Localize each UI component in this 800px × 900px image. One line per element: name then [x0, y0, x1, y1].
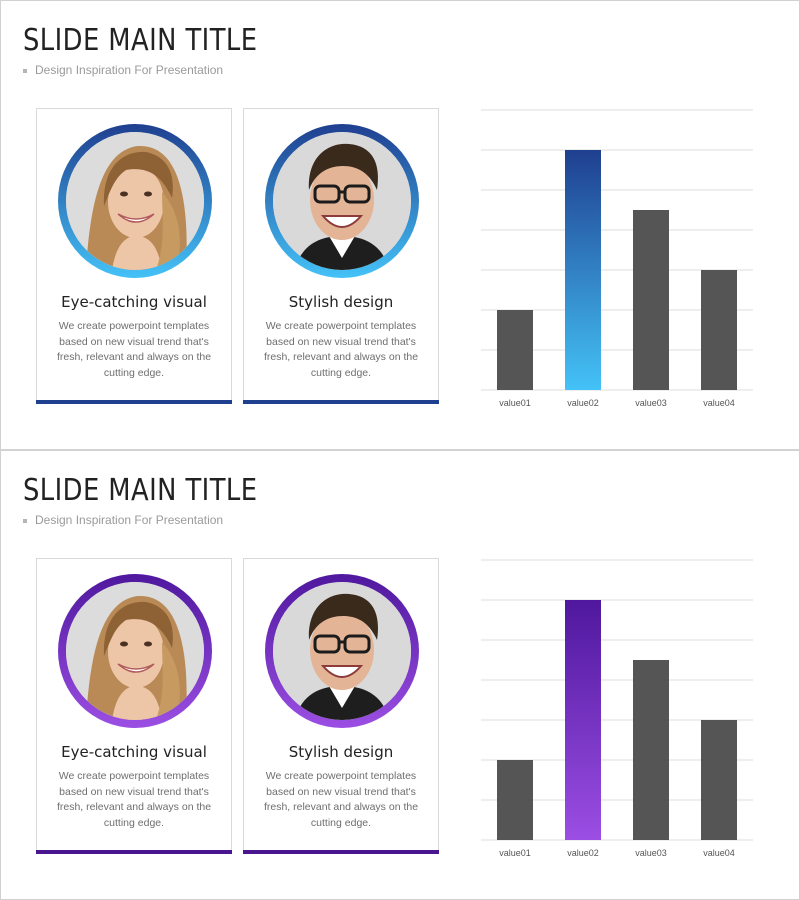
man-photo — [273, 582, 411, 720]
tick-label-value03: value03 — [635, 848, 667, 858]
tick-label-value02: value02 — [567, 398, 599, 408]
card-title: Eye-catching visual — [61, 743, 207, 761]
slide-subtitle: Design Inspiration For Presentation — [23, 63, 223, 77]
card-stylish-design: Stylish design We create powerpoint temp… — [243, 558, 439, 854]
bar-chart: value01 value02 value03 value04 — [477, 546, 757, 876]
avatar-ring — [265, 124, 419, 278]
card-accent-bar — [36, 850, 232, 854]
tick-label-value04: value04 — [703, 848, 735, 858]
card-description: We create powerpoint templates based on … — [56, 770, 212, 829]
tick-label-value04: value04 — [703, 398, 735, 408]
bar-chart: value01 value02 value03 value04 — [477, 96, 757, 426]
bar-chart-svg: value01 value02 value03 value04 — [481, 559, 753, 858]
slide-blue: SLIDE MAIN TITLE Design Inspiration For … — [0, 0, 800, 450]
subtitle-text: Design Inspiration For Presentation — [35, 63, 224, 77]
card-stylish-design: Stylish design We create powerpoint temp… — [243, 108, 439, 404]
card-description: We create powerpoint templates based on … — [263, 320, 419, 379]
slide-main-title: SLIDE MAIN TITLE — [23, 23, 258, 58]
subtitle-text: Design Inspiration For Presentation — [35, 513, 224, 527]
tick-label-value02: value02 — [567, 848, 599, 858]
card-accent-bar — [243, 400, 439, 404]
slide-main-title: SLIDE MAIN TITLE — [23, 473, 258, 508]
bullet-icon — [23, 518, 27, 523]
card-title: Stylish design — [288, 293, 394, 311]
man-photo — [273, 132, 411, 270]
card-accent-bar — [36, 400, 232, 404]
tick-label-value01: value01 — [499, 398, 531, 408]
bar-value04 — [701, 720, 737, 840]
card-description: We create powerpoint templates based on … — [263, 770, 419, 829]
bar-value03 — [633, 660, 669, 840]
tick-label-value01: value01 — [499, 848, 531, 858]
bar-chart-svg: value01 value02 value03 value04 — [481, 109, 753, 408]
card-eye-catching-visual: Eye-catching visual We create powerpoint… — [36, 108, 232, 404]
slide-subtitle: Design Inspiration For Presentation — [23, 513, 223, 527]
bar-value02 — [565, 600, 601, 840]
woman-photo — [66, 132, 204, 270]
woman-photo — [66, 582, 204, 720]
tick-label-value03: value03 — [635, 398, 667, 408]
avatar-ring — [58, 124, 212, 278]
bar-value01 — [497, 760, 533, 840]
bar-value01 — [497, 310, 533, 390]
card-accent-bar — [243, 850, 439, 854]
bullet-icon — [23, 68, 27, 73]
card-description: We create powerpoint templates based on … — [56, 320, 212, 379]
bar-value02 — [565, 150, 601, 390]
avatar-ring — [265, 574, 419, 728]
bar-value04 — [701, 270, 737, 390]
card-title: Eye-catching visual — [61, 293, 207, 311]
avatar-ring — [58, 574, 212, 728]
card-title: Stylish design — [288, 743, 394, 761]
slide-purple: SLIDE MAIN TITLE Design Inspiration For … — [0, 450, 800, 900]
card-eye-catching-visual: Eye-catching visual We create powerpoint… — [36, 558, 232, 854]
bar-value03 — [633, 210, 669, 390]
